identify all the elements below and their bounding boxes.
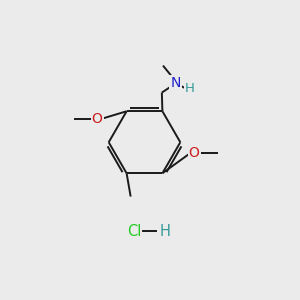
Text: O: O [92,112,103,126]
Text: H: H [160,224,171,239]
Text: N: N [170,76,181,90]
Text: H: H [184,82,194,95]
Text: O: O [189,146,200,160]
Text: Cl: Cl [127,224,141,239]
